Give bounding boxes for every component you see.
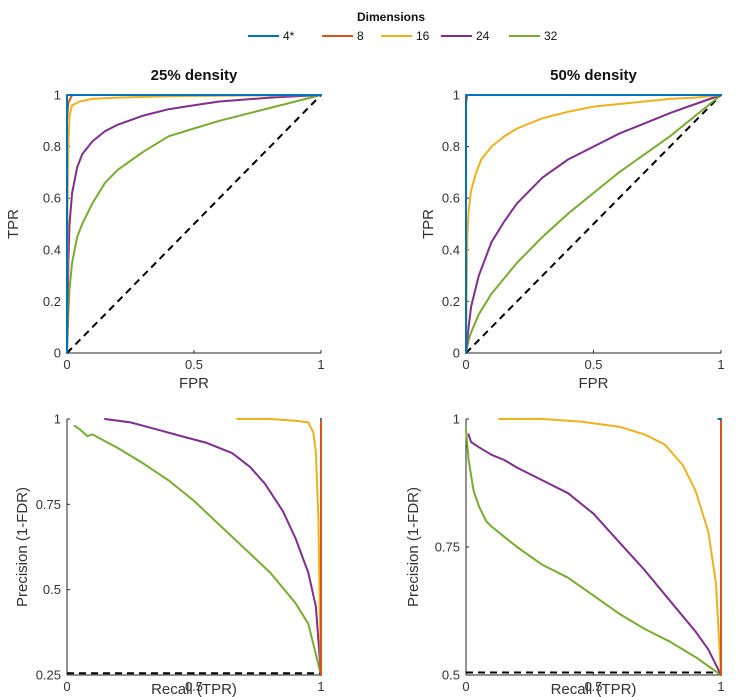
roc25-ytick-label: 0 xyxy=(54,346,61,361)
roc25-ytick-label: 0.8 xyxy=(43,139,61,154)
pr50-series-32 xyxy=(465,428,722,676)
pr50-series-16 xyxy=(498,418,722,676)
roc25-ytick-label: 0.4 xyxy=(43,242,61,257)
roc25-series-4 xyxy=(66,94,322,354)
pr25-series-16 xyxy=(236,418,322,676)
roc50-ytick-label: 0.6 xyxy=(442,191,460,206)
roc50-title: 50% density xyxy=(550,67,637,84)
roc25-xtick-label: 1 xyxy=(317,357,324,372)
roc25-reference-line xyxy=(66,94,322,354)
roc50-series-16 xyxy=(465,94,722,354)
pr50-ylabel: Precision (1-FDR) xyxy=(405,487,422,607)
pr25-ylabel: Precision (1-FDR) xyxy=(14,487,31,607)
roc25-series-32 xyxy=(66,94,322,354)
roc50-series-24 xyxy=(465,94,722,354)
roc50-series-4 xyxy=(465,94,722,354)
pr50-ytick-label: 0.5 xyxy=(442,668,460,683)
roc50-ylabel: TPR xyxy=(420,209,437,239)
chart-roc25: 0 0.5 1 0 0.2 0.4 0.6 0.8 1 FPR TPR 25% density xyxy=(5,67,325,392)
roc50-series-32 xyxy=(465,94,722,354)
pr50-xtick-label: 0.5 xyxy=(584,679,602,694)
roc50-ytick-label: 0 xyxy=(453,346,460,361)
pr25-series-24 xyxy=(104,418,322,676)
roc50-xtick-label: 0.5 xyxy=(584,357,602,372)
roc50-xlabel: FPR xyxy=(579,375,609,392)
roc50-ytick-label: 0.8 xyxy=(442,139,460,154)
roc50-xtick-label: 0 xyxy=(462,357,469,372)
roc25-ytick-label: 0.6 xyxy=(43,191,61,206)
pr25-xtick-label: 0.5 xyxy=(185,679,203,694)
roc25-title: 25% density xyxy=(151,67,238,84)
legend-label-32: 32 xyxy=(544,29,558,43)
roc25-series-16 xyxy=(66,94,322,354)
roc50-reference-line xyxy=(465,94,722,354)
legend: Dimensions 4* 8 16 24 32 xyxy=(248,10,558,43)
pr25-xtick-label: 1 xyxy=(317,679,324,694)
roc25-xlabel: FPR xyxy=(179,375,209,392)
pr25-ytick-label: 0.5 xyxy=(43,582,61,597)
chart-roc50: 0 0.5 1 0 0.2 0.4 0.6 0.8 1 FPR TPR 50% density xyxy=(420,67,725,392)
roc25-ylabel: TPR xyxy=(5,209,22,239)
chart-pr25: 0 0.5 1 0.25 0.5 0.75 1 Recall (TPR) Precision (… xyxy=(14,412,325,697)
roc50-ytick-label: 1 xyxy=(453,88,460,103)
roc25-ytick-label: 1 xyxy=(54,88,61,103)
pr50-xtick-label: 1 xyxy=(717,679,724,694)
legend-label-4: 4* xyxy=(283,29,295,43)
pr50-xtick-label: 0 xyxy=(462,679,469,694)
roc25-xtick-label: 0.5 xyxy=(185,357,203,372)
pr25-ytick-label: 0.75 xyxy=(36,497,61,512)
legend-label-8: 8 xyxy=(357,29,364,43)
legend-title: Dimensions xyxy=(357,10,425,24)
roc25-series-24 xyxy=(66,94,322,354)
pr25-xlabel: Recall (TPR) xyxy=(151,681,237,697)
pr25-ytick-label: 0.25 xyxy=(36,668,61,683)
pr50-ytick-label: 1 xyxy=(453,412,460,427)
roc25-ytick-label: 0.2 xyxy=(43,294,61,309)
pr25-ytick-label: 1 xyxy=(54,412,61,427)
pr50-series-24 xyxy=(467,433,722,676)
roc25-xtick-label: 0 xyxy=(63,357,70,372)
roc50-xtick-label: 1 xyxy=(717,357,724,372)
pr25-series-32 xyxy=(73,424,322,676)
pr50-xlabel: Recall (TPR) xyxy=(551,681,637,697)
legend-label-16: 16 xyxy=(416,29,430,43)
legend-label-24: 24 xyxy=(476,29,490,43)
pr25-xtick-label: 0 xyxy=(63,679,70,694)
roc50-ytick-label: 0.2 xyxy=(442,294,460,309)
pr50-ytick-label: 0.75 xyxy=(435,540,460,555)
roc50-ytick-label: 0.4 xyxy=(442,242,460,257)
